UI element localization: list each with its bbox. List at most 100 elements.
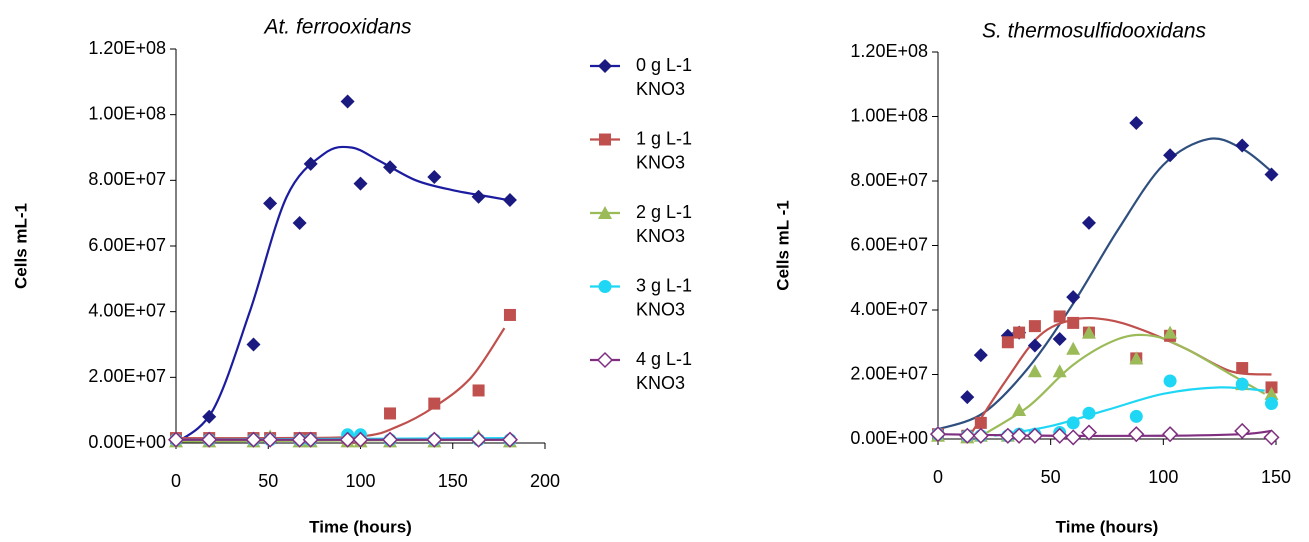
data-point bbox=[1128, 426, 1145, 443]
legend-marker bbox=[598, 59, 612, 73]
data-point bbox=[381, 431, 399, 448]
y-tick-label: 1.00E+08 bbox=[850, 105, 928, 125]
data-point bbox=[427, 170, 442, 185]
data-point bbox=[340, 94, 355, 109]
legend-label: 1 g L-1 KNO3 bbox=[636, 128, 692, 172]
data-point bbox=[1129, 351, 1144, 365]
data-point bbox=[1012, 402, 1027, 416]
data-point bbox=[1028, 320, 1041, 333]
data-point bbox=[503, 308, 516, 321]
data-point bbox=[1163, 148, 1178, 163]
trend-line bbox=[994, 386, 1265, 437]
data-point bbox=[1066, 416, 1080, 430]
data-point bbox=[959, 427, 976, 444]
data-point bbox=[1011, 427, 1028, 444]
x-tick-label: 0 bbox=[171, 471, 181, 491]
data-point bbox=[1264, 386, 1279, 400]
data-point bbox=[999, 427, 1016, 444]
data-point bbox=[1082, 406, 1096, 420]
x-tick-label: 100 bbox=[345, 471, 375, 491]
y-tick-label: 1.20E+08 bbox=[850, 41, 928, 61]
data-point bbox=[303, 156, 318, 171]
x-axis-title: Time (hours) bbox=[1056, 517, 1159, 536]
data-point bbox=[1264, 397, 1278, 411]
y-tick-label: 6.00E+07 bbox=[850, 234, 928, 254]
data-point bbox=[1162, 426, 1179, 443]
data-point bbox=[1026, 427, 1043, 444]
data-point bbox=[929, 426, 947, 443]
data-point bbox=[974, 416, 987, 429]
trend-line bbox=[977, 333, 1266, 439]
data-point bbox=[1013, 326, 1026, 339]
y-tick-label: 6.00E+07 bbox=[88, 235, 166, 255]
trend-line bbox=[175, 145, 509, 444]
data-point bbox=[263, 196, 278, 211]
data-point bbox=[262, 431, 279, 448]
data-point bbox=[972, 427, 989, 444]
data-point bbox=[501, 431, 519, 448]
data-point bbox=[1264, 167, 1279, 182]
data-point bbox=[1053, 310, 1066, 323]
data-point bbox=[292, 216, 307, 231]
y-tick-label: 0.00E+00 bbox=[850, 428, 928, 448]
data-point bbox=[472, 384, 485, 397]
data-point bbox=[202, 409, 217, 424]
data-point bbox=[428, 397, 441, 410]
data-point bbox=[1052, 364, 1067, 378]
data-point bbox=[245, 431, 262, 448]
y-tick-label: 2.00E+07 bbox=[850, 363, 928, 383]
data-point bbox=[1163, 374, 1177, 388]
data-point bbox=[246, 337, 261, 352]
data-point bbox=[1066, 341, 1081, 355]
data-point bbox=[383, 160, 398, 175]
data-point bbox=[1027, 364, 1042, 378]
data-point bbox=[353, 176, 368, 191]
trend-line bbox=[937, 137, 1273, 431]
legend-marker bbox=[599, 133, 611, 146]
data-point bbox=[1263, 429, 1280, 446]
data-point bbox=[352, 431, 369, 448]
data-point bbox=[1236, 362, 1249, 375]
data-point bbox=[973, 348, 988, 363]
chart-title: S. thermosulfidooxidans bbox=[982, 20, 1207, 43]
data-point bbox=[339, 431, 356, 448]
data-point bbox=[960, 390, 975, 405]
y-tick-label: 8.00E+07 bbox=[88, 169, 166, 189]
legend-label: 2 g L-1 KNO3 bbox=[636, 202, 692, 246]
data-point bbox=[201, 431, 218, 448]
data-point bbox=[1129, 115, 1144, 130]
data-point bbox=[1081, 325, 1096, 339]
y-tick-label: 8.00E+07 bbox=[850, 170, 928, 190]
y-tick-label: 2.00E+07 bbox=[88, 366, 166, 386]
y-axis-title: Cells mL-1 bbox=[11, 203, 30, 289]
data-point bbox=[302, 431, 319, 448]
x-tick-label: 200 bbox=[530, 471, 560, 491]
data-point bbox=[1163, 325, 1178, 339]
legend-marker bbox=[598, 280, 612, 293]
legend-label: 3 g L-1 KNO3 bbox=[636, 275, 692, 319]
data-point bbox=[1051, 427, 1068, 444]
x-tick-label: 50 bbox=[1041, 467, 1061, 487]
x-tick-label: 150 bbox=[1261, 467, 1291, 487]
data-point bbox=[470, 431, 487, 448]
data-point bbox=[1001, 336, 1014, 349]
x-tick-label: 0 bbox=[933, 467, 943, 487]
y-tick-label: 4.00E+07 bbox=[850, 299, 928, 319]
data-point bbox=[1066, 290, 1081, 305]
data-point bbox=[1067, 316, 1080, 329]
data-point bbox=[384, 407, 397, 420]
y-tick-label: 1.20E+08 bbox=[88, 38, 166, 58]
x-tick-label: 100 bbox=[1148, 467, 1178, 487]
data-point bbox=[1081, 215, 1096, 230]
data-point bbox=[1052, 332, 1067, 347]
legend-label: 4 g L-1 KNO3 bbox=[636, 349, 692, 393]
y-axis-title: Cells mL -1 bbox=[773, 200, 792, 290]
x-axis-title: Time (hours) bbox=[309, 517, 412, 536]
data-point bbox=[167, 431, 185, 448]
x-tick-label: 150 bbox=[438, 471, 468, 491]
legend-marker bbox=[598, 206, 612, 219]
data-point bbox=[502, 193, 517, 208]
data-point bbox=[1080, 424, 1098, 441]
data-point bbox=[1235, 377, 1249, 391]
